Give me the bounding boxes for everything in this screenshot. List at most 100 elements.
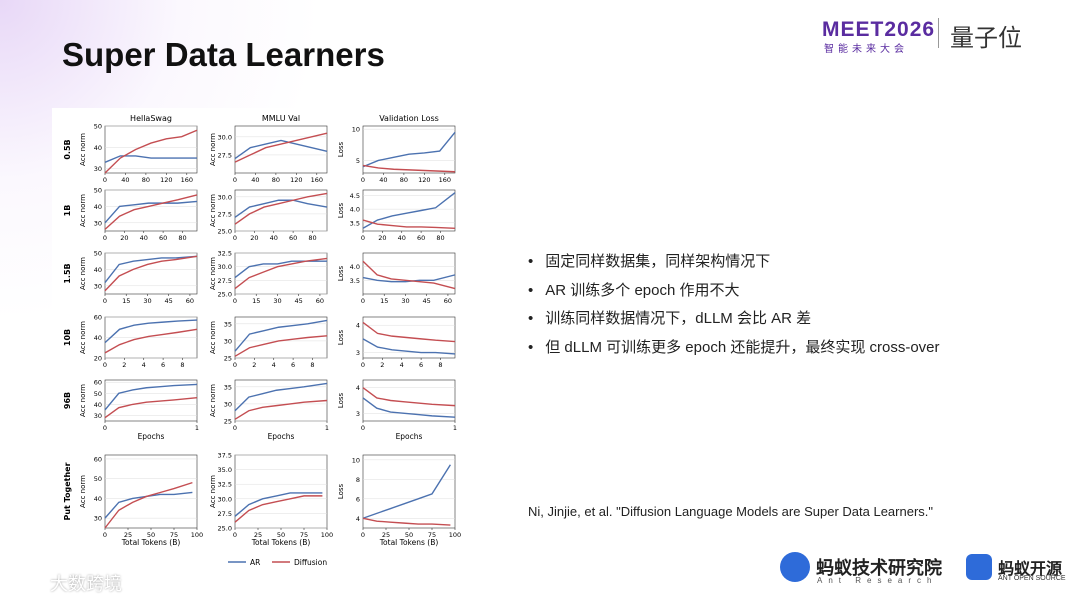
x-tick-label: 25: [382, 531, 390, 539]
y-tick-label: 37.5: [218, 452, 232, 460]
column-title: MMLU Val: [262, 114, 300, 123]
x-tick-label: 45: [295, 297, 303, 305]
y-tick-label: 25: [224, 418, 232, 426]
y-axis-label: Loss: [337, 265, 345, 281]
y-tick-label: 20: [94, 355, 102, 363]
bullet: • 但 dLLM 可训练更多 epoch 还能提升，最终实现 cross-over: [528, 338, 940, 356]
x-tick-label: 4: [142, 361, 146, 369]
y-tick-label: 30: [224, 337, 232, 345]
event-logo: MEET2026: [822, 18, 936, 41]
series-line: [362, 131, 456, 168]
y-axis-label: Acc norm: [79, 321, 87, 354]
x-tick-label: 2: [252, 361, 256, 369]
x-tick-label: 20: [378, 234, 386, 242]
x-axis-label: Total Tokens (B): [379, 538, 439, 547]
x-tick-label: 40: [398, 234, 406, 242]
row-label: Put Together: [63, 462, 72, 520]
x-tick-label: 0: [233, 424, 237, 432]
y-tick-label: 4: [356, 322, 360, 330]
x-tick-label: 60: [159, 234, 167, 242]
open-en: ANT OPEN SOURCE: [998, 575, 1066, 582]
x-tick-label: 100: [321, 531, 333, 539]
bullet-text: 固定同样数据集，同样架构情况下: [545, 253, 771, 270]
y-axis-label: Acc norm: [209, 194, 217, 227]
brand: 量子位: [950, 25, 1022, 52]
y-tick-label: 60: [94, 455, 102, 463]
x-tick-label: 50: [277, 531, 285, 539]
y-tick-label: 30: [94, 282, 102, 290]
series-line: [234, 335, 328, 357]
x-tick-label: 40: [270, 234, 278, 242]
series-line: [362, 338, 456, 355]
y-tick-label: 25.0: [218, 228, 232, 236]
series-line: [362, 192, 456, 229]
x-tick-label: 120: [418, 176, 430, 184]
column-title: HellaSwag: [130, 114, 172, 123]
x-tick-label: 0: [361, 361, 365, 369]
y-tick-label: 50: [94, 250, 102, 258]
series-line: [104, 194, 198, 230]
y-tick-label: 35.0: [218, 466, 232, 474]
x-tick-label: 0: [233, 297, 237, 305]
x-tick-label: 100: [449, 531, 461, 539]
series-line: [234, 382, 328, 412]
y-tick-label: 4.0: [350, 206, 360, 214]
divider: [938, 18, 939, 48]
y-tick-label: 60: [94, 314, 102, 322]
row-label: 1B: [63, 205, 72, 217]
y-tick-label: 30: [94, 515, 102, 523]
series-line: [104, 383, 198, 411]
x-tick-label: 120: [290, 176, 302, 184]
y-axis-label: Acc norm: [79, 475, 87, 508]
y-tick-label: 10: [352, 456, 360, 464]
x-axis-label: Total Tokens (B): [251, 538, 311, 547]
legend-label: AR: [250, 558, 260, 567]
y-tick-label: 35: [224, 320, 232, 328]
x-tick-label: 0: [233, 176, 237, 184]
x-tick-label: 80: [436, 234, 444, 242]
y-tick-label: 40: [94, 203, 102, 211]
x-tick-label: 0: [233, 234, 237, 242]
bullet-text: AR 训练多个 epoch 作用不大: [545, 281, 740, 299]
x-tick-label: 160: [181, 176, 193, 184]
y-axis-label: Loss: [337, 329, 345, 345]
x-tick-label: 15: [380, 297, 388, 305]
y-tick-label: 4.5: [350, 192, 360, 200]
x-tick-label: 20: [250, 234, 258, 242]
y-tick-label: 40: [94, 266, 102, 274]
series-line: [104, 155, 197, 163]
series-line: [362, 387, 456, 407]
x-tick-label: 0: [233, 361, 237, 369]
bullet-text: 但 dLLM 可训练更多 epoch 还能提升，最终实现 cross-over: [545, 338, 940, 356]
x-tick-label: 0: [103, 297, 107, 305]
y-axis-label: Acc norm: [209, 321, 217, 354]
y-tick-label: 30.0: [218, 495, 232, 503]
x-tick-label: 8: [438, 361, 442, 369]
y-tick-label: 4: [356, 384, 360, 392]
axes-frame: [362, 252, 456, 295]
y-axis-label: Loss: [337, 141, 345, 157]
x-tick-label: 25: [124, 531, 132, 539]
x-axis-label: Epochs: [396, 432, 423, 441]
axes-frame: [104, 125, 198, 174]
event-sub: 智能未来大会: [824, 44, 908, 55]
y-axis-label: Acc norm: [209, 475, 217, 508]
y-tick-label: 6: [356, 495, 360, 503]
x-tick-label: 8: [180, 361, 184, 369]
x-tick-label: 40: [251, 176, 259, 184]
y-axis-label: Acc norm: [79, 384, 87, 417]
y-tick-label: 3: [356, 349, 360, 357]
x-axis-label: Total Tokens (B): [121, 538, 181, 547]
open-icon: [966, 554, 992, 580]
series-line: [234, 132, 328, 163]
axes-frame: [104, 379, 198, 422]
series-line: [362, 164, 456, 173]
x-tick-label: 6: [161, 361, 165, 369]
y-tick-label: 27.5: [218, 277, 232, 285]
x-axis-label: Epochs: [138, 432, 165, 441]
y-tick-label: 30.0: [218, 263, 232, 271]
y-tick-label: 4.0: [350, 263, 360, 271]
y-tick-label: 30: [94, 219, 102, 227]
